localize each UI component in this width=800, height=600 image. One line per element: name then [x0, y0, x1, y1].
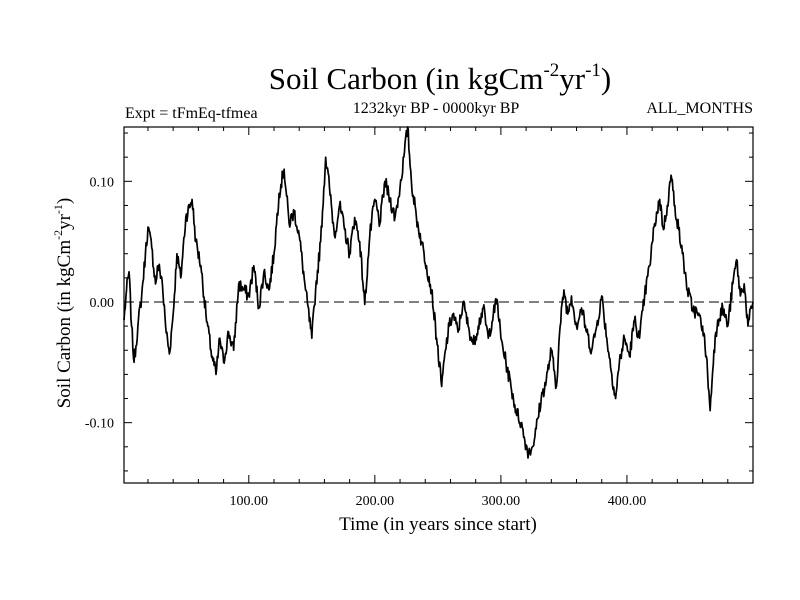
title-mid: yr [559, 61, 586, 96]
x-tick-label: 300.00 [482, 494, 521, 509]
x-axis-label: Time (in years since start) [339, 514, 537, 535]
months-label: ALL_MONTHS [646, 100, 753, 117]
ylabel-mid: yr [54, 213, 75, 230]
ylabel-sup1: -2 [51, 230, 65, 240]
chart-title: Soil Carbon (in kgCm-2yr-1) [269, 60, 612, 96]
y-tick-label: 0.00 [90, 296, 115, 311]
x-tick-label: 200.00 [356, 494, 395, 509]
axis-ticks [124, 127, 753, 483]
ylabel-close: ) [54, 198, 75, 204]
plot-frame [123, 126, 754, 484]
title-sup1: -2 [543, 60, 559, 81]
x-tick-label: 100.00 [230, 494, 269, 509]
experiment-label: Expt = tFmEq-tfmea [125, 105, 258, 122]
x-tick-label: 400.00 [608, 494, 647, 509]
title-close: ) [601, 61, 611, 96]
y-axis-label: Soil Carbon (in kgCm-2yr-1) [51, 198, 75, 409]
y-tick-label: -0.10 [85, 417, 114, 432]
title-main: Soil Carbon (in kgCm [269, 61, 544, 96]
soil-carbon-series-line [123, 126, 754, 459]
ylabel-sup2: -1 [51, 204, 65, 214]
title-sup2: -1 [585, 60, 601, 81]
ylabel-main: Soil Carbon (in kgCm [54, 240, 75, 409]
time-range-label: 1232kyr BP - 0000kyr BP [353, 100, 520, 117]
y-tick-label: 0.10 [90, 175, 115, 190]
